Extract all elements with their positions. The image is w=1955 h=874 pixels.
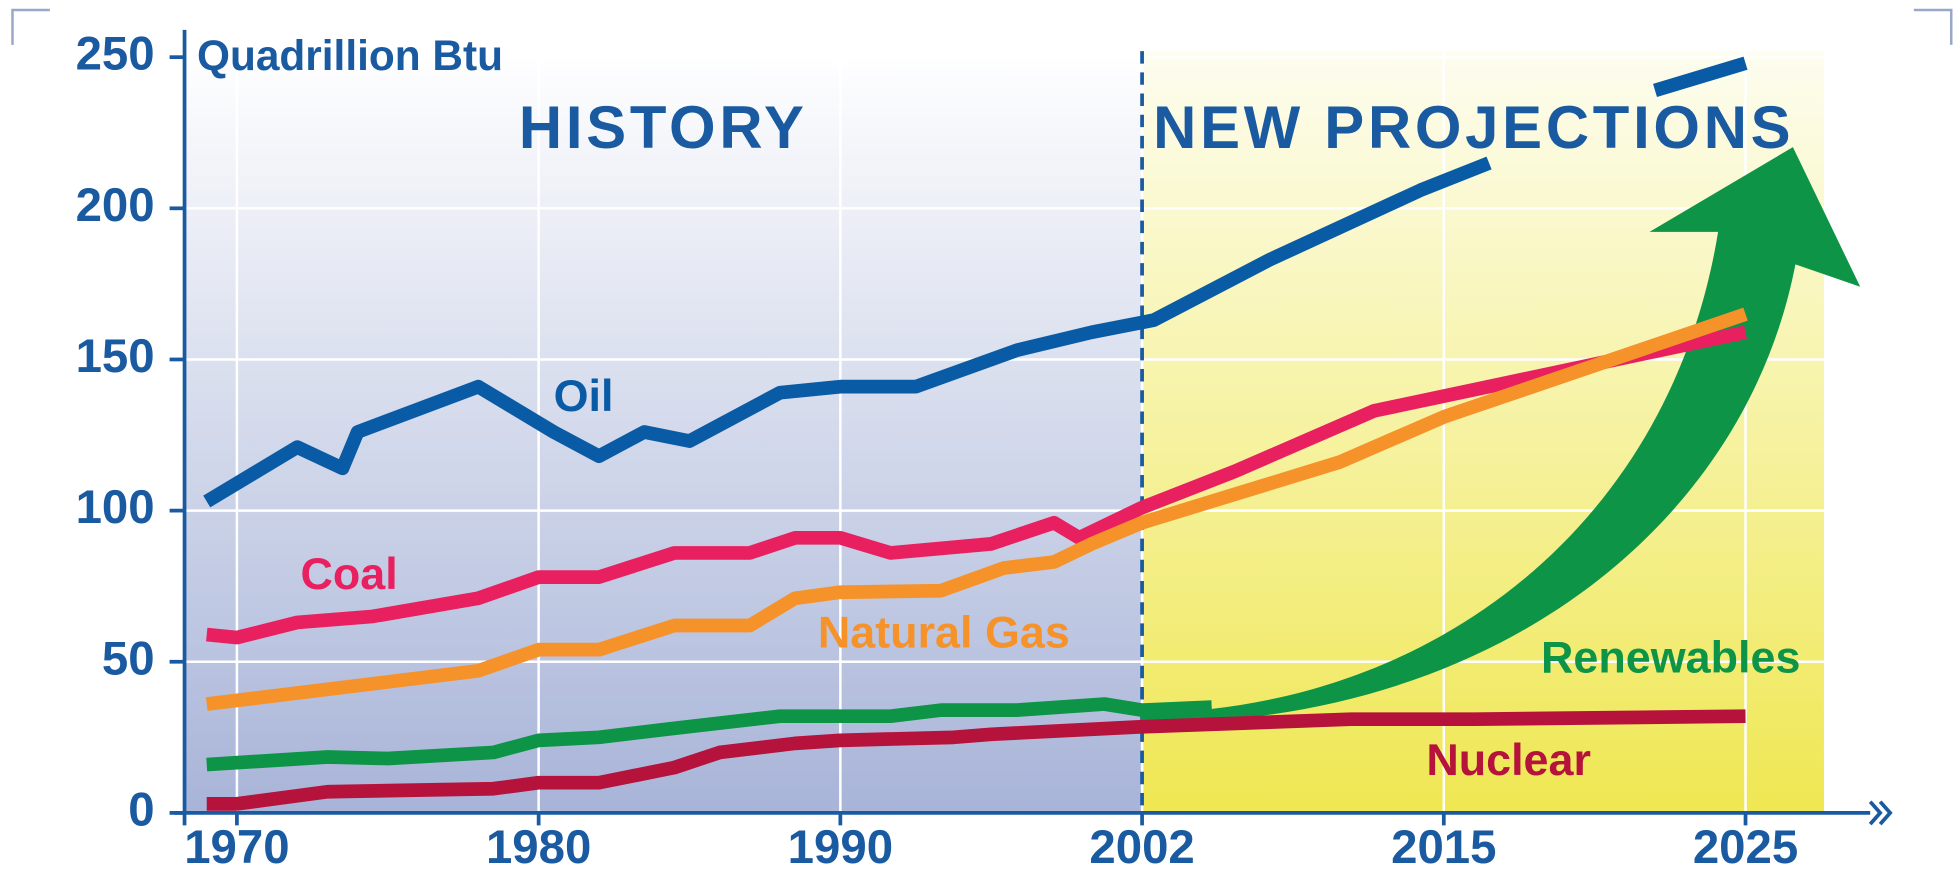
- series-label: Natural Gas: [818, 607, 1070, 658]
- projections-label: NEW PROJECTIONS: [1153, 94, 1794, 161]
- x-tick-label: 2002: [1089, 821, 1194, 874]
- y-tick-label: 50: [102, 632, 155, 685]
- x-tick-label: 1990: [788, 821, 893, 874]
- background: [186, 51, 1824, 813]
- history-label: HISTORY: [519, 94, 808, 161]
- x-tick-label: 2015: [1391, 821, 1496, 874]
- series-label: Nuclear: [1426, 734, 1591, 785]
- x-tick-label: 1980: [486, 821, 591, 874]
- x-tick-label: 1970: [184, 821, 289, 874]
- y-tick-label: 200: [76, 179, 155, 232]
- y-axis-label: Quadrillion Btu: [197, 32, 503, 79]
- series-label: Coal: [300, 548, 397, 599]
- series-label: Oil: [554, 370, 614, 421]
- y-tick-label: 150: [76, 330, 155, 383]
- y-tick-label: 250: [76, 28, 155, 81]
- x-tick-label: 2025: [1693, 821, 1798, 874]
- x-axis-arrow: [1870, 802, 1890, 824]
- series-label: Renewables: [1541, 632, 1800, 683]
- y-tick-label: 100: [76, 481, 155, 534]
- page: {"chart_data": { "type": "line", "y_labe…: [0, 0, 1955, 874]
- y-tick-label: 0: [128, 783, 154, 836]
- chart: 0 50 100 150 200 250 1970 1980 1990 2002 2015 2025 O…: [0, 0, 1955, 874]
